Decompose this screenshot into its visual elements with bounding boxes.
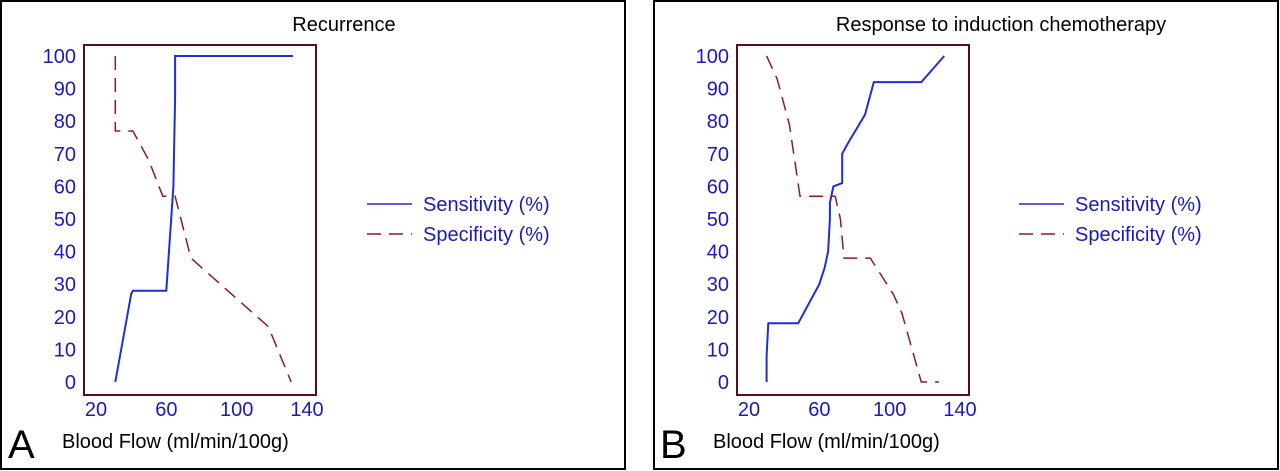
- panel-a: Recurrence A Blood Flow (ml/min/100g) 0 1…: [0, 0, 626, 470]
- panel-b-legend-specificity-label: Specificity (%): [1075, 224, 1202, 246]
- panel-b-xlabel: Blood Flow (ml/min/100g): [713, 431, 940, 453]
- panel-b: Response to induction chemotherapy B Blo…: [653, 0, 1279, 470]
- panel-a-letter: A: [8, 423, 35, 467]
- panel-a-ytick-40: 40: [54, 242, 76, 264]
- panel-b-ytick-10: 10: [707, 339, 729, 361]
- panel-b-xtick-100: 100: [873, 399, 906, 421]
- panel-a-xtick-20: 20: [85, 399, 107, 421]
- panel-b-ytick-100: 100: [696, 46, 729, 68]
- panel-b-ytick-80: 80: [707, 111, 729, 133]
- panel-b-title: Response to induction chemotherapy: [836, 14, 1166, 36]
- panel-a-ytick-60: 60: [54, 176, 76, 198]
- panel-b-ytick-50: 50: [707, 209, 729, 231]
- panel-b-xtick-140: 140: [943, 399, 976, 421]
- panel-a-specificity-line: [114, 56, 292, 383]
- panel-a-legend-specificity-label: Specificity (%): [423, 224, 550, 246]
- panel-a-ytick-80: 80: [54, 111, 76, 133]
- panel-a-title: Recurrence: [292, 14, 395, 36]
- panel-b-xtick-60: 60: [808, 399, 830, 421]
- panel-b-ytick-40: 40: [707, 242, 729, 264]
- panel-a-series: [114, 55, 293, 383]
- panel-b-specificity-line: [765, 55, 939, 383]
- panel-b-xtick-20: 20: [738, 399, 760, 421]
- panel-a-sensitivity-line: [114, 55, 293, 383]
- panel-b-sensitivity-line: [765, 55, 945, 382]
- panel-a-xtick-140: 140: [290, 399, 323, 421]
- panel-b-border: [653, 0, 1279, 470]
- panel-a-legend: Sensitivity (%) Specificity (%): [367, 194, 550, 246]
- panel-b-plot-frame: [736, 44, 970, 396]
- panel-a-plot-frame: [83, 44, 317, 396]
- panel-a-ytick-20: 20: [54, 307, 76, 329]
- panel-b-legend-sensitivity-label: Sensitivity (%): [1075, 194, 1202, 216]
- panel-b-ytick-70: 70: [707, 144, 729, 166]
- panel-a-ytick-30: 30: [54, 274, 76, 296]
- panel-a-ytick-100: 100: [43, 46, 76, 68]
- panel-b-letter: B: [660, 423, 687, 467]
- panel-a-ytick-50: 50: [54, 209, 76, 231]
- panel-a-ytick-10: 10: [54, 339, 76, 361]
- panel-a-xlabel: Blood Flow (ml/min/100g): [62, 431, 289, 453]
- panel-b-ytick-30: 30: [707, 274, 729, 296]
- panel-a-xtick-100: 100: [220, 399, 253, 421]
- panel-a-legend-sensitivity-label: Sensitivity (%): [423, 194, 550, 216]
- panel-a-ticks: 0 10 20 30 40 50 60 70 80 90 100 20 60 100 140: [43, 46, 324, 421]
- panel-b-ticks: 0 10 20 30 40 50 60 70 80 90 100 20 60 100 140: [696, 46, 977, 421]
- panel-a-ytick-70: 70: [54, 144, 76, 166]
- panel-b-ytick-90: 90: [707, 79, 729, 101]
- panel-a-border: [0, 0, 626, 470]
- panel-b-ytick-0: 0: [718, 372, 729, 394]
- panel-b-legend: Sensitivity (%) Specificity (%): [1019, 194, 1202, 246]
- panel-a-ytick-90: 90: [54, 79, 76, 101]
- panel-a-ytick-0: 0: [65, 372, 76, 394]
- panel-b-series: [765, 55, 945, 383]
- panel-b-ytick-60: 60: [707, 176, 729, 198]
- panel-a-xtick-60: 60: [155, 399, 177, 421]
- panel-b-ytick-20: 20: [707, 307, 729, 329]
